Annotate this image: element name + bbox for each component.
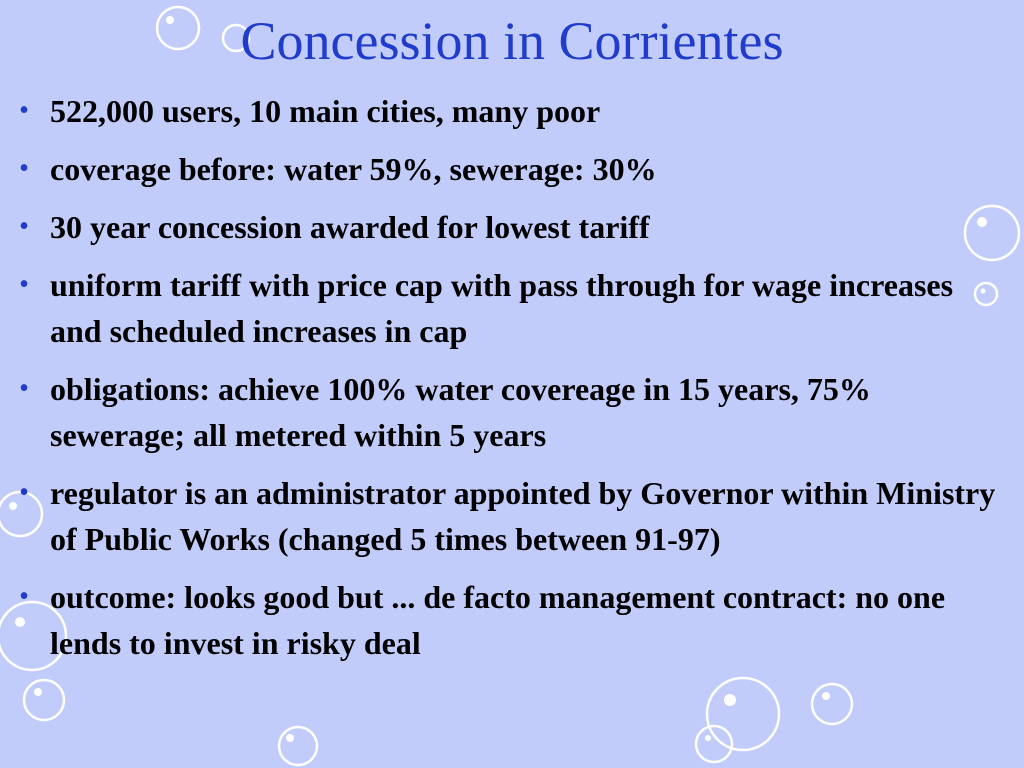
bullet-item: • 30 year concession awarded for lowest … [14,204,1004,250]
bullet-text: outcome: looks good but ... de facto man… [50,579,946,661]
bubble-highlight [724,694,736,706]
bullet-text: 30 year concession awarded for lowest ta… [50,209,650,245]
bullet-marker: • [19,211,29,242]
bubble [0,600,68,672]
bullet-text: uniform tariff with price cap with pass … [50,267,954,349]
bubble-highlight [286,734,294,742]
bubble-highlight [980,288,986,294]
bullet-marker: • [19,477,29,508]
bubble-highlight [705,735,711,741]
bubble [221,23,251,53]
bubble [277,725,319,767]
bullet-text: coverage before: water 59%, sewerage: 30… [50,151,657,187]
bubble [22,678,66,722]
bullet-text: obligations: achieve 100% water covereag… [50,371,871,453]
bullet-marker: • [19,373,29,404]
bubble [155,5,201,51]
bubble [694,724,734,764]
bubble [0,490,44,538]
bullet-item: • regulator is an administrator appointe… [14,470,1004,562]
bullet-marker: • [19,153,29,184]
bubble-highlight [9,502,17,510]
bubble [810,682,854,726]
slide-title: Concession in Corrientes [240,11,784,71]
bubble [963,204,1021,262]
bubble-highlight [34,688,42,696]
bubble [973,281,999,307]
bullet-text: 522,000 users, 10 main cities, many poor [50,93,601,129]
bullet-item: • 522,000 users, 10 main cities, many po… [14,88,1004,134]
bullet-item: • outcome: looks good but ... de facto m… [14,574,1004,666]
bubble [705,676,781,752]
bullet-marker: • [19,581,29,612]
bullet-text: regulator is an administrator appointed … [50,475,996,557]
bullet-item: • uniform tariff with price cap with pas… [14,262,1004,354]
bubble-highlight [166,16,174,24]
bubble-highlight [822,692,830,700]
bubble-highlight [977,217,987,227]
bullet-marker: • [19,269,29,300]
bubble-highlight [15,617,25,627]
bullet-item: • coverage before: water 59%, sewerage: … [14,146,1004,192]
bullet-marker: • [19,95,29,126]
bullet-item: • obligations: achieve 100% water covere… [14,366,1004,458]
bullet-list: • 522,000 users, 10 main cities, many po… [14,88,1004,678]
